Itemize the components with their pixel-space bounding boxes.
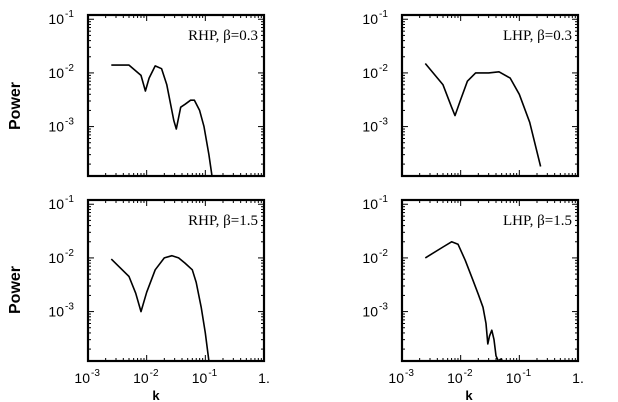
x-tick-label: 10	[447, 370, 463, 386]
y-tick-exponent: -1	[65, 9, 74, 20]
y-tick-label: 10	[48, 196, 64, 212]
y-tick-exponent: -3	[65, 302, 74, 313]
y-tick-label: 10	[48, 65, 64, 81]
y-tick-label: 10	[48, 11, 64, 27]
y-tick-exponent: -1	[379, 194, 388, 205]
x-tick-exponent: -3	[91, 368, 100, 379]
x-tick-label: 1.	[258, 370, 270, 386]
y-tick-label: 10	[362, 196, 378, 212]
x-tick-label: 10	[388, 370, 404, 386]
x-axis-label-left: k	[152, 388, 160, 402]
power-spectrum-line	[111, 64, 213, 177]
y-axis-label-top: Power	[7, 82, 24, 130]
plot-frame	[400, 13, 580, 178]
y-tick-exponent: -1	[65, 194, 74, 205]
panel-annotation: LHP, β=0.3	[503, 28, 572, 44]
plot-frame	[86, 198, 266, 363]
y-tick-exponent: -2	[379, 63, 388, 74]
x-tick-label: 10	[133, 370, 149, 386]
panel-annotation: RHP, β=0.3	[188, 28, 258, 44]
y-tick-exponent: -3	[65, 117, 74, 128]
y-tick-exponent: -1	[379, 9, 388, 20]
y-tick-label: 10	[48, 250, 64, 266]
power-spectrum-line	[424, 241, 507, 362]
y-axis-label-bottom: Power	[7, 266, 24, 314]
y-tick-exponent: -3	[379, 302, 388, 313]
y-tick-label: 10	[362, 65, 378, 81]
panel-4: 10 -110 -210 -310 -3 10 -2 10 -1 1.LHP, β=1.5	[362, 194, 583, 386]
plot-frame	[86, 13, 266, 178]
x-tick-label: 10	[74, 370, 90, 386]
y-tick-label: 10	[362, 11, 378, 27]
x-tick-exponent: -1	[522, 368, 531, 379]
y-tick-label: 10	[48, 119, 64, 135]
x-tick-exponent: -2	[150, 368, 159, 379]
x-tick-label: 1.	[572, 370, 584, 386]
power-spectrum-line	[110, 254, 210, 362]
x-axis-label-right: k	[465, 388, 473, 402]
x-tick-label: 10	[506, 370, 522, 386]
panel-annotation: RHP, β=1.5	[188, 213, 258, 229]
y-tick-exponent: -2	[65, 248, 74, 259]
y-tick-label: 10	[48, 304, 64, 320]
y-tick-exponent: -3	[379, 117, 388, 128]
y-tick-label: 10	[362, 304, 378, 320]
power-spectrum-line	[424, 62, 542, 167]
panel-3: 10 -110 -210 -310 -3 10 -2 10 -1 1.RHP, β=1.5	[48, 194, 269, 386]
x-tick-label: 10	[192, 370, 208, 386]
panel-annotation: LHP, β=1.5	[503, 213, 572, 229]
x-tick-exponent: -3	[405, 368, 414, 379]
plot-frame	[400, 198, 580, 363]
y-tick-label: 10	[362, 250, 378, 266]
y-tick-exponent: -2	[379, 248, 388, 259]
x-tick-exponent: -1	[208, 368, 217, 379]
y-tick-exponent: -2	[65, 63, 74, 74]
y-tick-label: 10	[362, 119, 378, 135]
x-tick-exponent: -2	[464, 368, 473, 379]
